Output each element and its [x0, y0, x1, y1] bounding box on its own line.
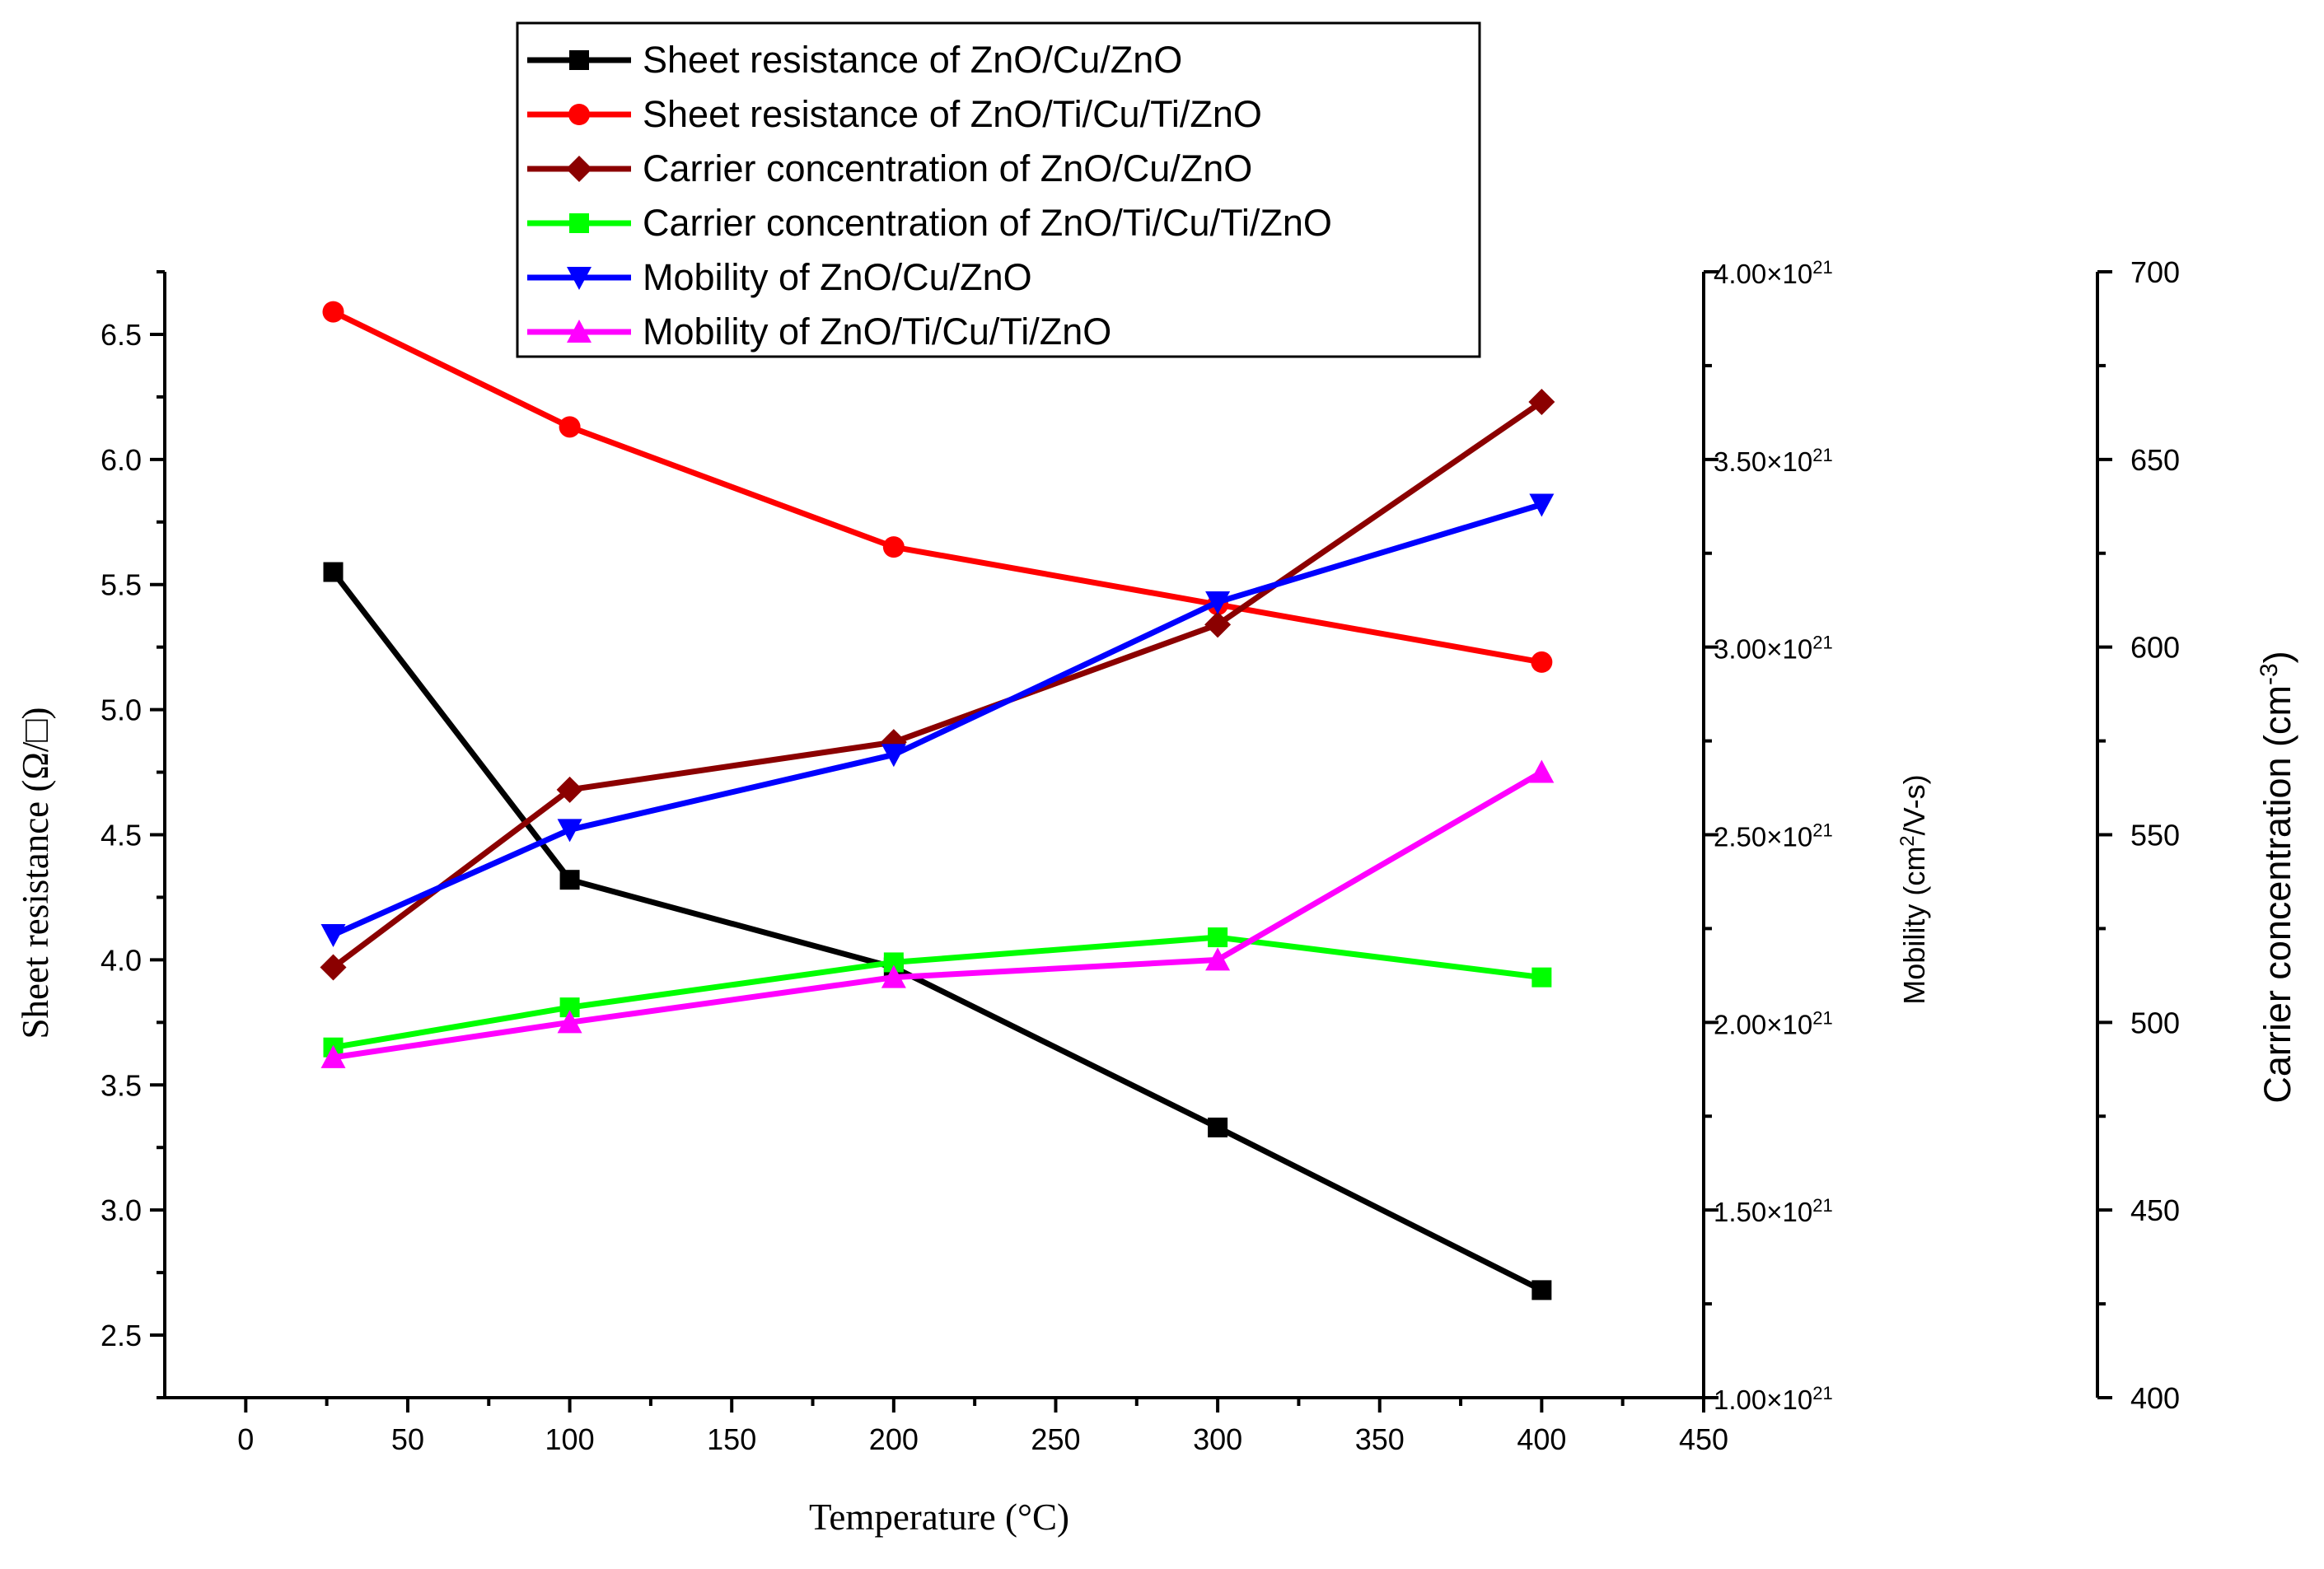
series-1: [323, 562, 1552, 1300]
series-5-point: [557, 819, 582, 843]
series-1-point: [1531, 1280, 1552, 1300]
legend-swatch-marker: [569, 213, 589, 233]
mobility-tick-label: 1.50×1021: [1714, 1195, 1833, 1228]
x-tick-label: 0: [237, 1422, 254, 1456]
x-tick-label: 400: [1517, 1422, 1566, 1456]
series-5-line: [332, 502, 1543, 938]
legend-swatch-marker: [567, 320, 592, 343]
series-1-point: [559, 870, 580, 890]
x-tick-label: 350: [1355, 1422, 1405, 1456]
mobility-tick-label: 3.00×1021: [1714, 632, 1833, 665]
legend-label: Mobility of ZnO/Cu/ZnO: [643, 256, 1032, 298]
series-5-point: [881, 744, 906, 768]
left-y-tick-label: 2.5: [101, 1319, 142, 1352]
left-y-tick-label: 5.5: [101, 568, 142, 602]
series-3-point: [556, 776, 583, 803]
carrier-tick-label: 450: [2130, 1193, 2180, 1227]
x-tick-label: 200: [869, 1422, 919, 1456]
carrier-tick-label: 650: [2130, 443, 2180, 477]
series-3-point: [1528, 388, 1555, 415]
mobility-tick-label: 2.50×1021: [1714, 820, 1833, 852]
series-6: [320, 759, 1555, 1068]
legend-swatch-marker: [567, 267, 592, 290]
series-3-line: [331, 399, 1544, 970]
carrier-concentration-axis-title: Carrier concentration (cm-3): [2256, 651, 2299, 1103]
legend-item: Sheet resistance of ZnO/Cu/ZnO: [527, 39, 1182, 81]
series-3: [320, 388, 1555, 981]
carrier-tick-label: 400: [2130, 1381, 2180, 1415]
left-y-tick-label: 6.0: [101, 443, 142, 477]
series-6-point: [1205, 947, 1231, 971]
series-6-point: [320, 1044, 346, 1068]
series-6-point: [881, 964, 906, 988]
left-y-axis-title: Sheet resistance (Ω/□): [15, 707, 56, 1039]
legend-swatch-marker: [566, 156, 592, 182]
legend-swatch-marker: [569, 50, 589, 70]
series-5: [320, 493, 1555, 948]
x-tick-label: 450: [1679, 1422, 1728, 1456]
series-3-point: [1204, 611, 1232, 638]
series-2-point: [882, 536, 905, 558]
series-5-point: [320, 924, 346, 948]
x-tick-label: 100: [545, 1422, 595, 1456]
series-4: [323, 927, 1552, 1058]
series-1-line: [330, 570, 1543, 1293]
legend-item: Carrier concentration of ZnO/Cu/ZnO: [527, 147, 1252, 189]
x-axis-title: Temperature (°C): [809, 1497, 1069, 1538]
carrier-tick-label: 550: [2130, 819, 2180, 852]
legend-label: Sheet resistance of ZnO/Ti/Cu/Ti/ZnO: [643, 93, 1262, 135]
legend-item: Mobility of ZnO/Ti/Cu/Ti/ZnO: [527, 311, 1111, 353]
legend-item: Mobility of ZnO/Cu/ZnO: [527, 256, 1032, 298]
left-y-tick-label: 6.5: [101, 318, 142, 352]
left-y-tick-label: 5.0: [101, 693, 142, 727]
mobility-tick-label: 3.50×1021: [1714, 444, 1833, 477]
series-2-point: [559, 416, 581, 438]
left-y-tick-label: 3.0: [101, 1193, 142, 1227]
legend-label: Sheet resistance of ZnO/Cu/ZnO: [643, 39, 1182, 81]
series-5-point: [1529, 493, 1555, 517]
legend-item: Carrier concentration of ZnO/Ti/Cu/Ti/Zn…: [527, 202, 1332, 244]
series-2-line: [331, 309, 1542, 665]
x-tick-label: 150: [707, 1422, 756, 1456]
series-2-point: [1531, 651, 1553, 673]
left-y-tick-label: 4.0: [101, 943, 142, 977]
mobility-tick-label: 4.00×1021: [1714, 257, 1833, 290]
legend-swatch-marker: [568, 104, 590, 125]
legend-label: Carrier concentration of ZnO/Cu/ZnO: [643, 147, 1252, 189]
series-3-point: [320, 954, 347, 981]
left-y-tick-label: 4.5: [101, 819, 142, 852]
carrier-tick-label: 700: [2130, 255, 2180, 289]
legend-label: Carrier concentration of ZnO/Ti/Cu/Ti/Zn…: [643, 202, 1332, 244]
series-1-point: [323, 562, 344, 582]
series-4-point: [1531, 967, 1552, 988]
carrier-tick-label: 600: [2130, 631, 2180, 665]
series-1-point: [1208, 1117, 1228, 1137]
series-6-point: [1529, 759, 1555, 783]
legend-box: [516, 21, 1481, 358]
series-5-point: [1205, 591, 1231, 614]
carrier-tick-label: 500: [2130, 1006, 2180, 1039]
x-tick-label: 300: [1193, 1422, 1242, 1456]
x-tick-label: 50: [391, 1422, 424, 1456]
legend-label: Mobility of ZnO/Ti/Cu/Ti/ZnO: [643, 311, 1111, 353]
series-4-point: [1208, 927, 1228, 948]
mobility-axis-title: Mobility (cm2/V-s): [1896, 774, 1932, 1004]
series-6-point: [557, 1010, 582, 1034]
series-2-point: [322, 301, 344, 323]
left-y-tick-label: 3.5: [101, 1068, 142, 1102]
x-tick-label: 250: [1031, 1422, 1080, 1456]
mobility-tick-label: 2.00×1021: [1714, 1007, 1833, 1040]
mobility-tick-label: 1.00×1021: [1714, 1383, 1833, 1416]
legend-item: Sheet resistance of ZnO/Ti/Cu/Ti/ZnO: [527, 93, 1262, 135]
